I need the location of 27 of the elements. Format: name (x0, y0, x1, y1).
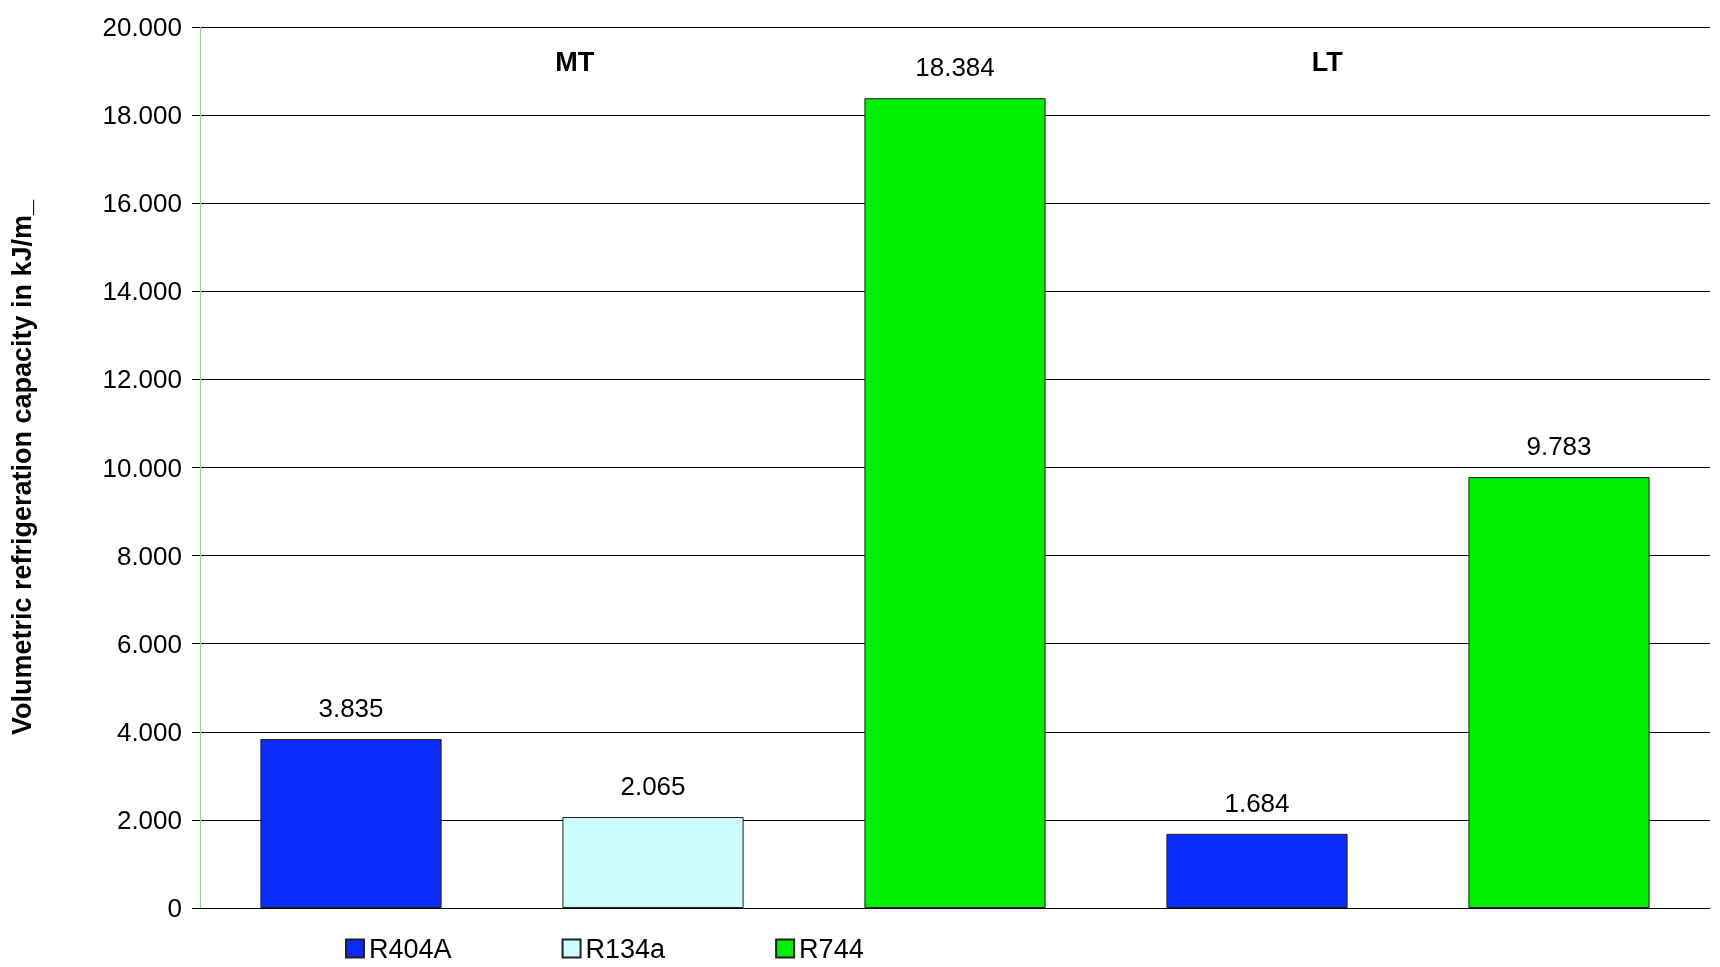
bar (864, 98, 1046, 908)
data-label: 3.835 (318, 693, 384, 724)
bar (1166, 833, 1348, 908)
y-tick-label: 6.000 (116, 628, 182, 659)
y-tick-label: 16.000 (102, 188, 182, 219)
y-tick-label: 20.000 (102, 12, 182, 42)
y-tick-label: 10.000 (102, 452, 182, 483)
y-tick-label: 14.000 (102, 276, 182, 307)
y-tick-label: 12.000 (102, 364, 182, 395)
annotation: MT (555, 46, 595, 77)
bar (562, 817, 744, 908)
bar (260, 739, 442, 908)
legend-label: R744 (799, 933, 864, 964)
data-label: 9.783 (1526, 431, 1592, 462)
y-tick-label: 2.000 (116, 804, 182, 835)
annotation: LT (1311, 46, 1344, 77)
legend-label: R404A (369, 933, 452, 964)
y-axis-title: Volumetric refrigeration capacity in kJ/m_ (6, 198, 37, 736)
legend-label: R134a (585, 933, 667, 964)
data-label: 1.684 (1224, 787, 1290, 818)
y-tick-label: 18.000 (102, 100, 182, 131)
y-tick-label: 8.000 (116, 540, 182, 571)
y-tick-label: 4.000 (116, 716, 182, 747)
data-label: 18.384 (915, 52, 995, 83)
bar (1468, 477, 1650, 908)
data-label: 2.065 (620, 771, 686, 802)
y-tick-label: 0 (167, 893, 182, 923)
